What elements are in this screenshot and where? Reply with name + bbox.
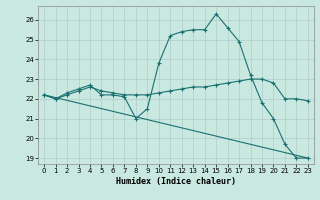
X-axis label: Humidex (Indice chaleur): Humidex (Indice chaleur) (116, 177, 236, 186)
